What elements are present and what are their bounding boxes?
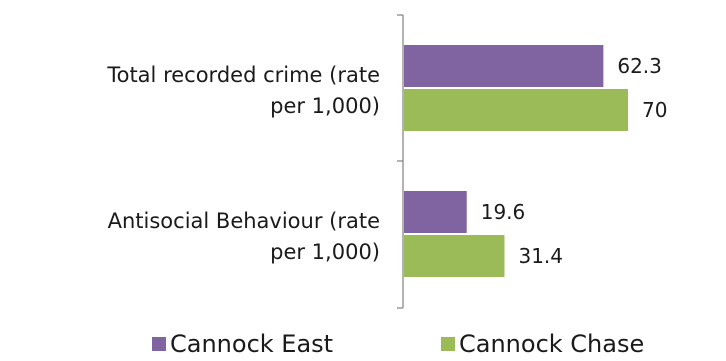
category-label-line: per 1,000) bbox=[270, 94, 380, 118]
data-label: 31.4 bbox=[518, 244, 563, 268]
bar bbox=[404, 235, 505, 277]
legend-label: Cannock East bbox=[170, 330, 333, 358]
category-label: Antisocial Behaviour (rate per 1,000) bbox=[108, 209, 380, 264]
data-label: 19.6 bbox=[481, 200, 526, 224]
value-labels: 62.3 19.6 70 31.4 bbox=[481, 54, 668, 268]
data-label: 62.3 bbox=[617, 54, 662, 78]
category-axis bbox=[397, 14, 404, 309]
category-label-line: per 1,000) bbox=[270, 240, 380, 264]
data-label: 70 bbox=[642, 98, 667, 122]
legend-label: Cannock Chase bbox=[459, 330, 644, 358]
category-label-line: Total recorded crime (rate bbox=[106, 63, 380, 87]
bars bbox=[404, 45, 628, 277]
legend-swatch bbox=[152, 337, 166, 351]
category-label-line: Antisocial Behaviour (rate bbox=[108, 209, 380, 233]
legend: Cannock East Cannock Chase bbox=[152, 330, 644, 358]
legend-swatch bbox=[441, 337, 455, 351]
category-labels: Total recorded crime (rate per 1,000)Anti… bbox=[106, 63, 380, 264]
bar bbox=[404, 45, 604, 87]
bar bbox=[404, 191, 467, 233]
bar bbox=[404, 89, 628, 131]
category-label: Total recorded crime (rate per 1,000) bbox=[106, 63, 380, 118]
